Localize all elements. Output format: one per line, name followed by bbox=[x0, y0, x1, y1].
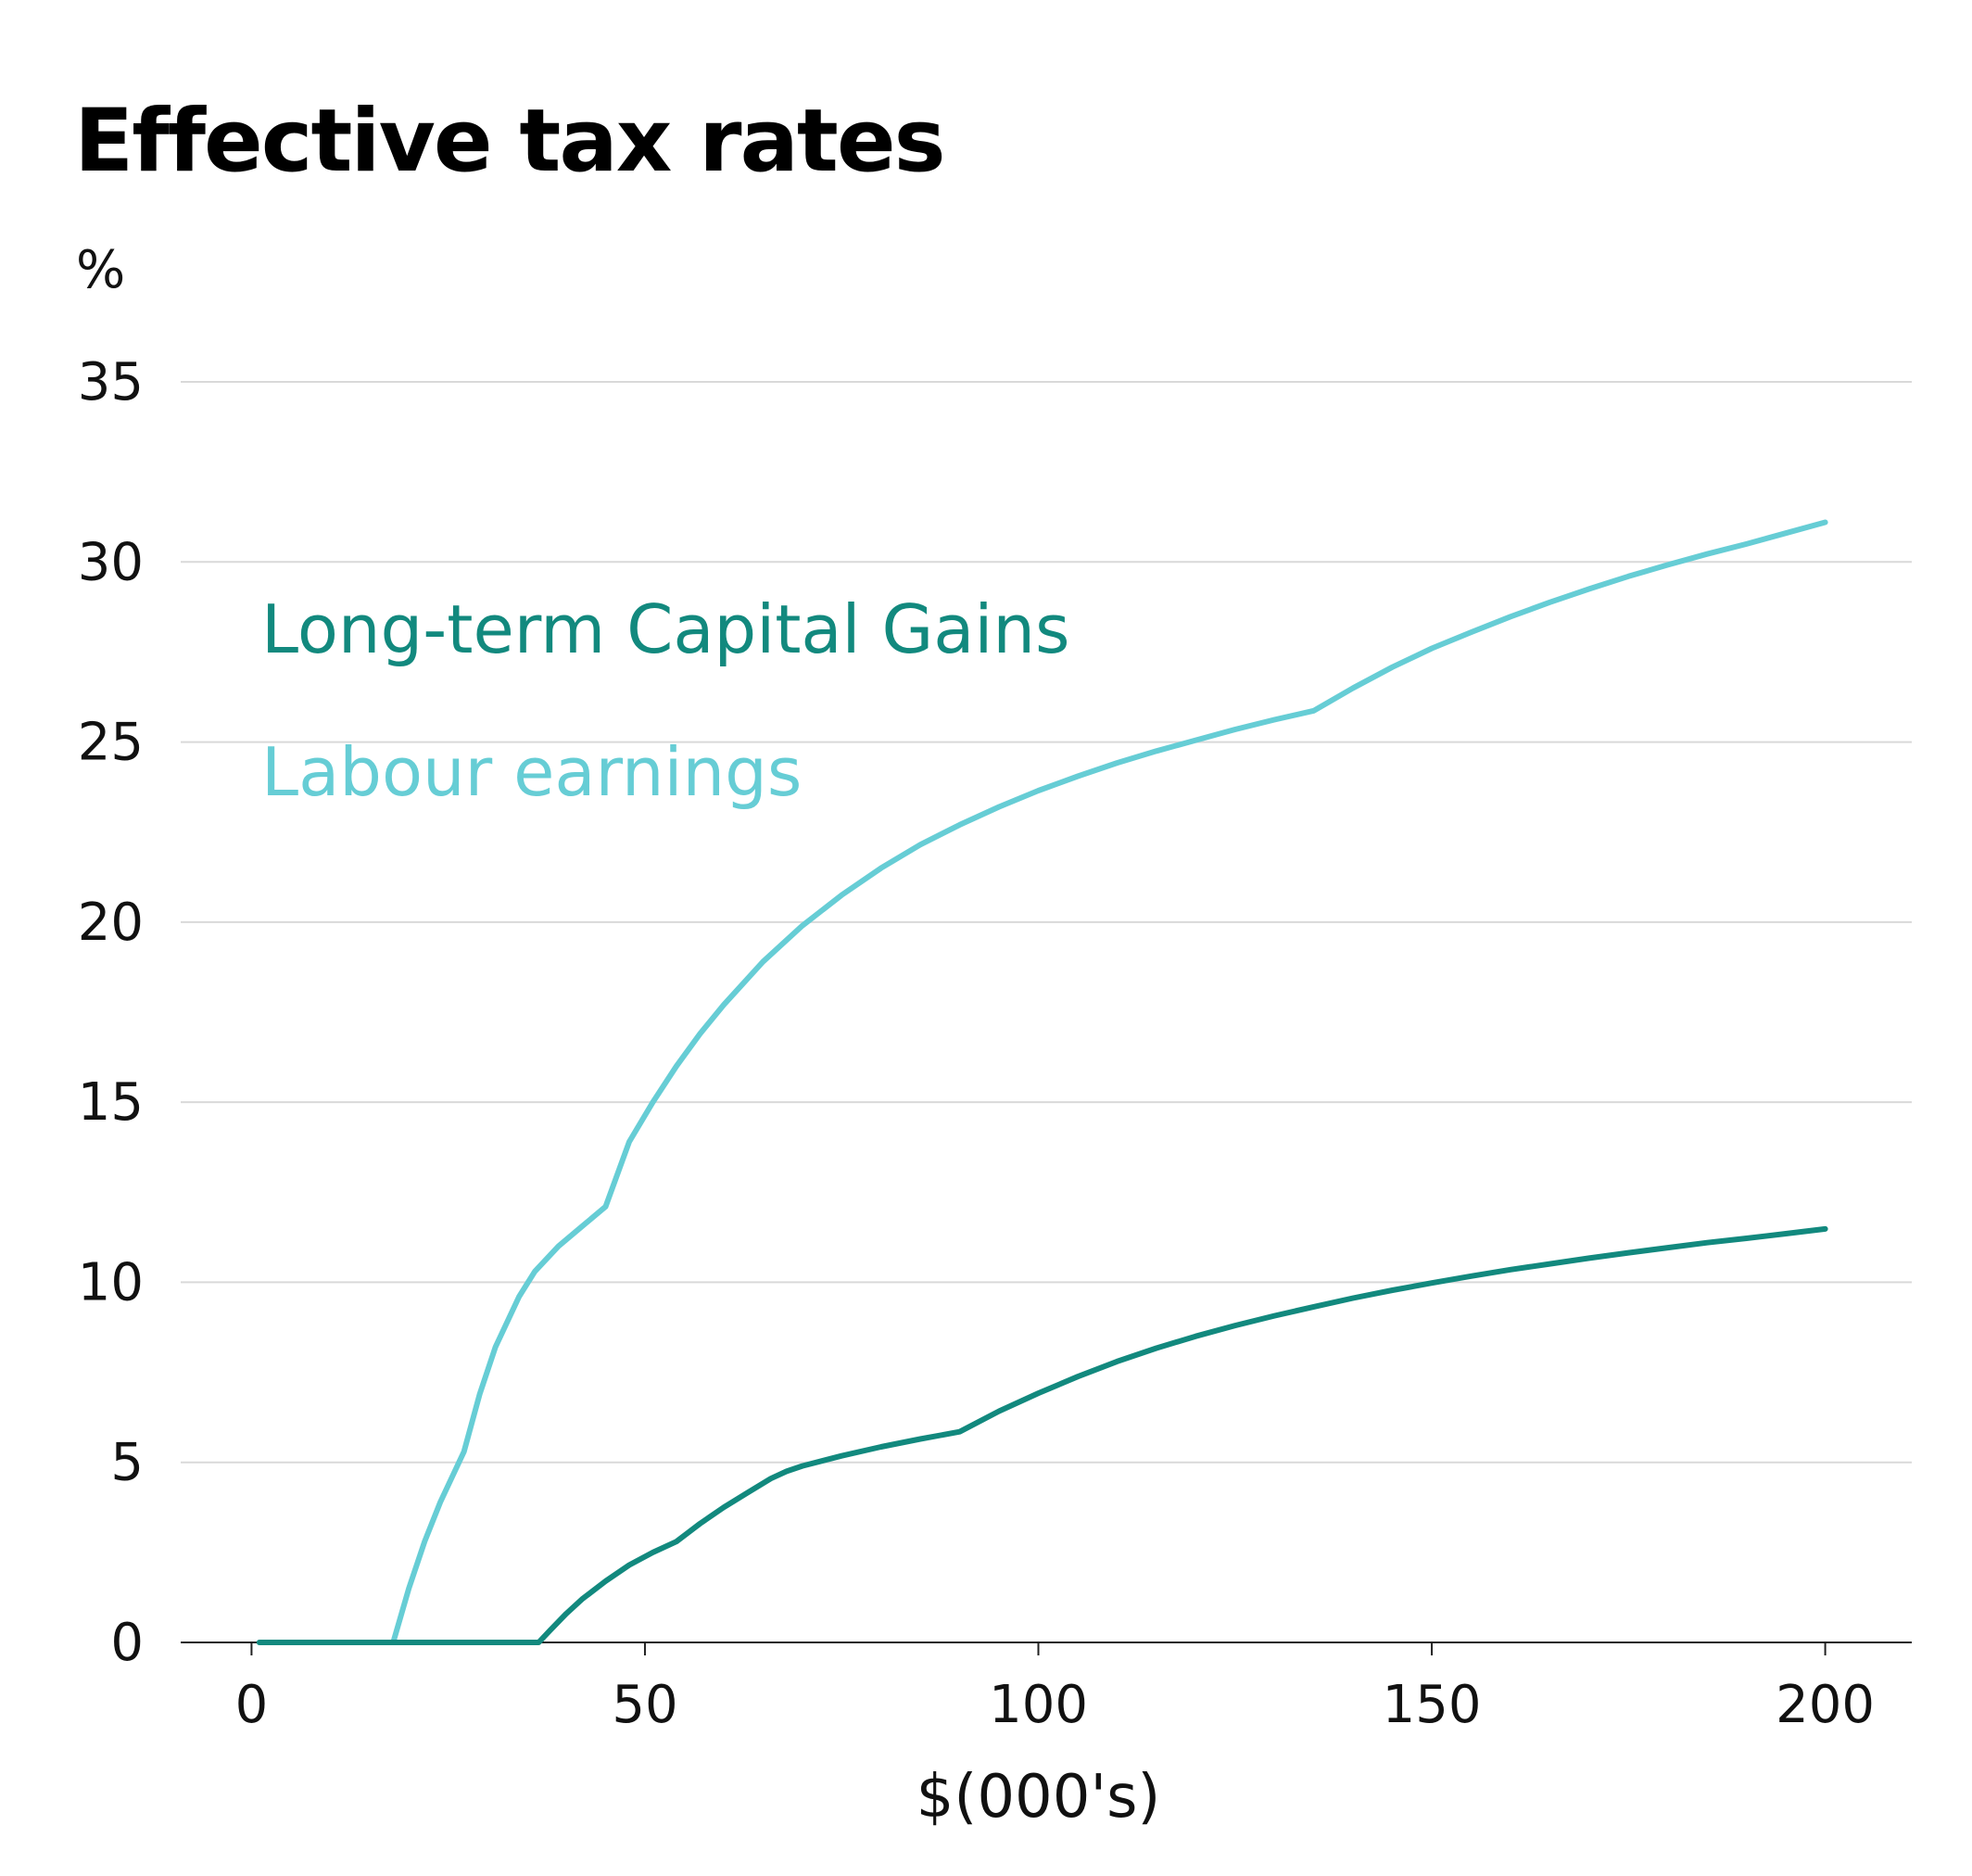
y-tick-label: 5 bbox=[110, 1433, 144, 1493]
y-tick-label: 10 bbox=[78, 1252, 144, 1312]
x-tick-label: 0 bbox=[235, 1675, 269, 1735]
y-tick-label: 35 bbox=[78, 352, 144, 412]
axes: 0 5 10 15 20 25 30 35 0 50 100 150 200% $(000's) bbox=[76, 240, 1912, 1832]
series-line-capital-gains bbox=[256, 1225, 1828, 1645]
legend-label-labour-earnings: Labour earnings bbox=[261, 733, 802, 811]
x-tick-label: 100 bbox=[989, 1675, 1088, 1735]
series-line-labour-earnings bbox=[256, 519, 1828, 1645]
y-tick-label: 25 bbox=[78, 713, 144, 773]
legend: Long-term Capital Gains Labour earnings bbox=[261, 590, 1070, 811]
x-tick-label: 50 bbox=[612, 1675, 677, 1735]
x-tick-label: 150 bbox=[1383, 1675, 1482, 1735]
y-tick-label: 20 bbox=[78, 893, 144, 953]
y-tick-label: 0 bbox=[110, 1613, 144, 1673]
x-tick-label: 200 bbox=[1776, 1675, 1875, 1735]
legend-label-capital-gains: Long-term Capital Gains bbox=[261, 590, 1070, 668]
series-lines bbox=[256, 519, 1828, 1645]
x-axis-label: $(000's) bbox=[916, 1763, 1161, 1832]
gridlines bbox=[181, 381, 1912, 1464]
y-tick-label: 30 bbox=[78, 532, 144, 592]
y-axis-label: % bbox=[76, 240, 125, 300]
chart-title: Effective tax rates bbox=[74, 91, 946, 192]
y-tick-label: 15 bbox=[78, 1072, 144, 1133]
